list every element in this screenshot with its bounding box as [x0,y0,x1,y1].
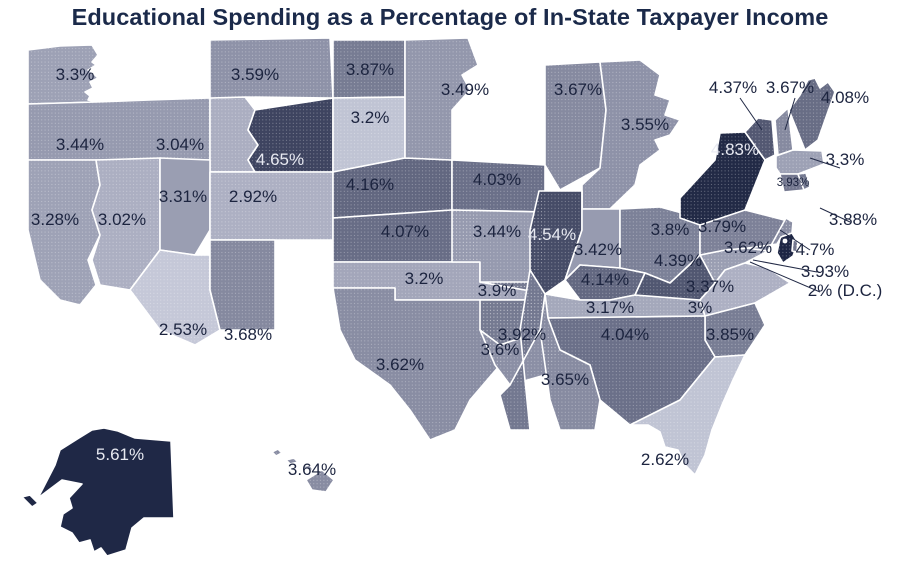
svg-text:3.9%: 3.9% [478,281,517,300]
svg-text:3.93%: 3.93% [801,262,849,281]
svg-text:4.04%: 4.04% [601,325,649,344]
svg-text:4.39%: 4.39% [654,251,702,270]
svg-text:3.59%: 3.59% [231,65,279,84]
svg-text:4.37%: 4.37% [709,78,757,97]
svg-text:4.08%: 4.08% [821,88,869,107]
svg-text:3.79%: 3.79% [698,217,746,236]
svg-text:3.28%: 3.28% [31,210,79,229]
svg-text:3.65%: 3.65% [541,370,589,389]
svg-text:3.67%: 3.67% [554,80,602,99]
svg-text:4.65%: 4.65% [256,150,304,169]
svg-text:4.83%: 4.83% [711,140,759,159]
svg-text:3.31%: 3.31% [159,187,207,206]
svg-text:2% (D.C.): 2% (D.C.) [808,281,883,300]
svg-text:4.07%: 4.07% [381,222,429,241]
svg-text:4.54%: 4.54% [528,225,576,244]
svg-text:3.93%: 3.93% [777,177,810,189]
svg-text:3.44%: 3.44% [473,222,521,241]
svg-text:3.2%: 3.2% [405,269,444,288]
svg-text:3.87%: 3.87% [346,60,394,79]
svg-text:4.14%: 4.14% [581,270,629,289]
svg-text:3.64%: 3.64% [288,460,336,479]
svg-text:3.3%: 3.3% [56,65,95,84]
svg-text:3.85%: 3.85% [706,325,754,344]
svg-text:3.88%: 3.88% [829,210,877,229]
svg-text:3.42%: 3.42% [574,240,622,259]
svg-text:3.17%: 3.17% [586,298,634,317]
svg-text:3.44%: 3.44% [56,135,104,154]
svg-text:3.92%: 3.92% [498,325,546,344]
svg-text:5.61%: 5.61% [96,445,144,464]
svg-text:4.7%: 4.7% [796,240,835,259]
svg-text:3.62%: 3.62% [376,355,424,374]
svg-text:3.67%: 3.67% [766,78,814,97]
svg-text:3.02%: 3.02% [98,210,146,229]
svg-text:3.2%: 3.2% [351,108,390,127]
svg-text:3.55%: 3.55% [621,115,669,134]
svg-text:3.49%: 3.49% [441,80,489,99]
svg-text:4.03%: 4.03% [473,170,521,189]
svg-text:2.92%: 2.92% [229,187,277,206]
svg-text:3.37%: 3.37% [686,277,734,296]
svg-text:4.16%: 4.16% [346,175,394,194]
svg-text:3.68%: 3.68% [224,325,272,344]
svg-text:3.8%: 3.8% [651,220,690,239]
svg-text:2.62%: 2.62% [641,450,689,469]
svg-text:3.62%: 3.62% [724,238,772,257]
svg-text:3.3%: 3.3% [826,150,865,169]
svg-text:3%: 3% [688,298,713,317]
svg-text:2.53%: 2.53% [159,320,207,339]
svg-text:3.04%: 3.04% [156,135,204,154]
